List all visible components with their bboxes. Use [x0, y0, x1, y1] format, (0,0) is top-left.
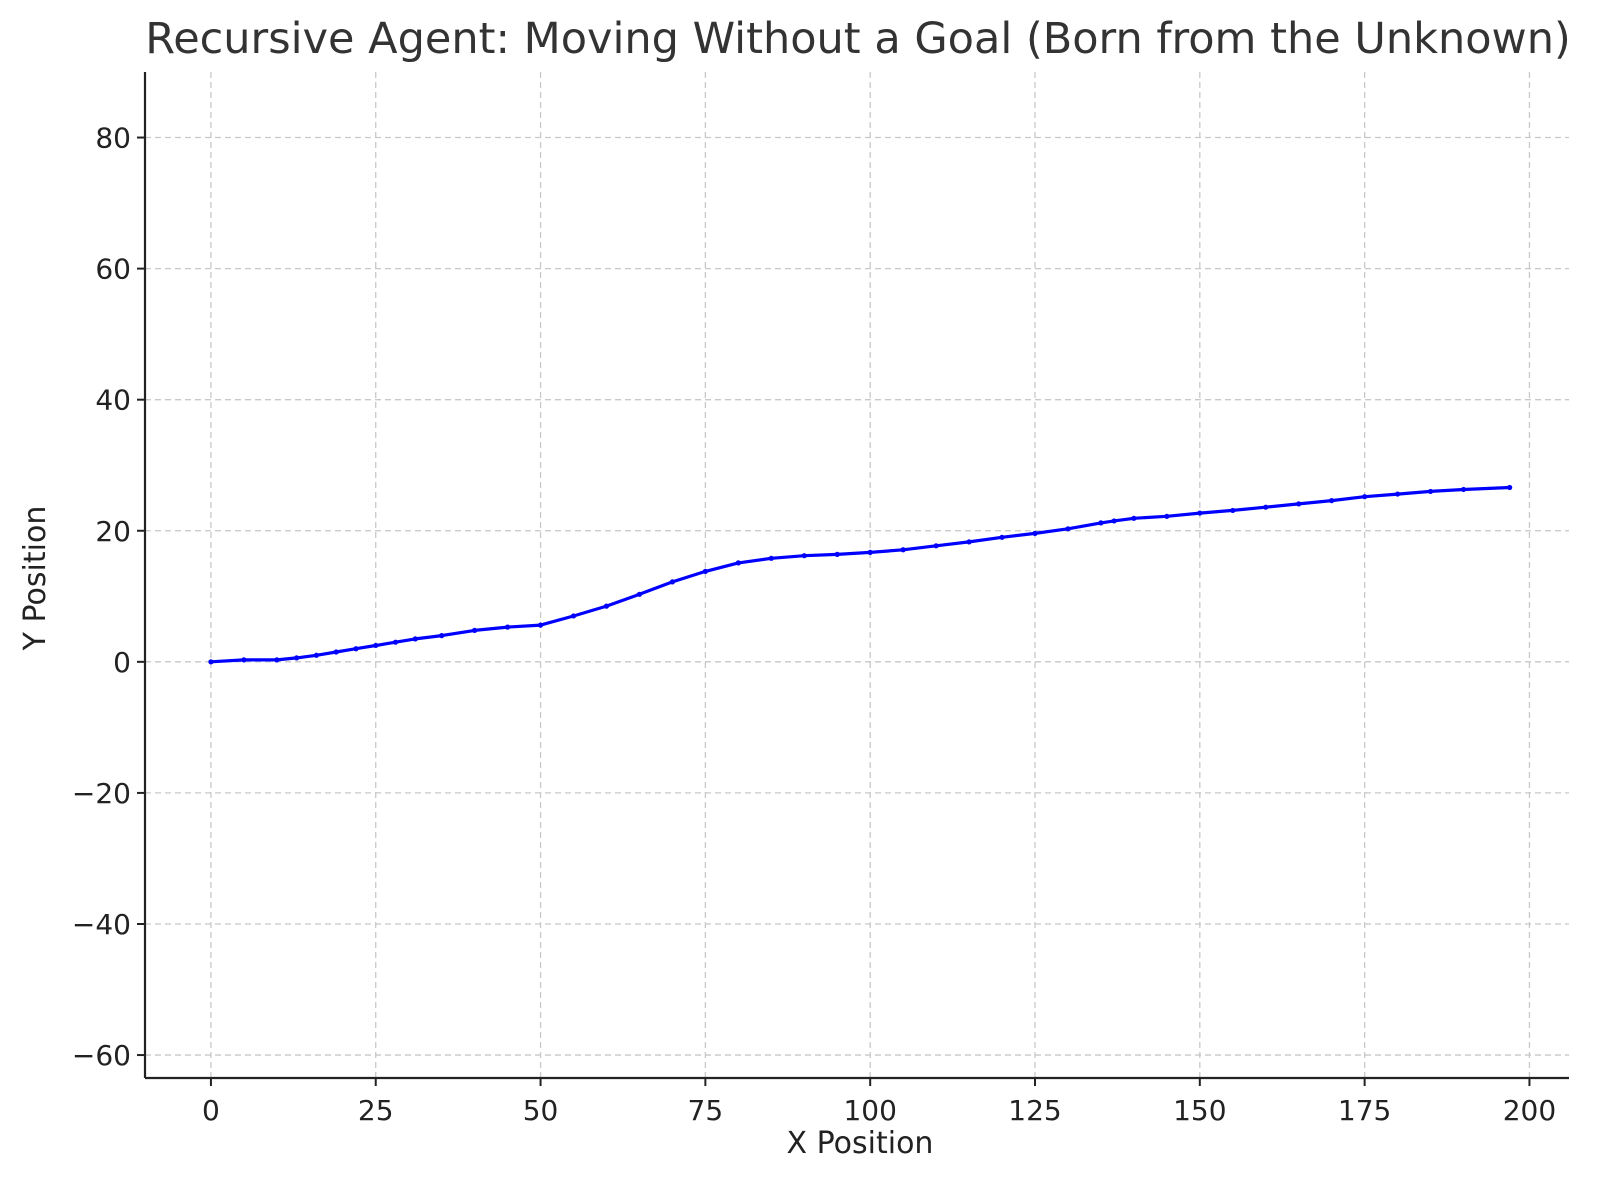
data-point — [274, 657, 280, 663]
data-point — [1230, 507, 1236, 514]
y-tick-label: 80 — [95, 122, 131, 155]
data-point — [603, 603, 610, 609]
data-point — [1427, 488, 1434, 495]
data-point — [1164, 513, 1170, 519]
y-tick-label: 20 — [95, 515, 131, 548]
data-point — [1111, 518, 1117, 524]
data-point — [966, 539, 972, 545]
data-point — [834, 551, 840, 557]
x-tick-label: 0 — [202, 1094, 220, 1127]
x-tick-label: 150 — [1173, 1094, 1226, 1127]
data-point — [1032, 530, 1038, 536]
data-point — [1065, 526, 1071, 532]
data-point — [636, 591, 643, 597]
data-point — [1460, 486, 1467, 493]
data-point — [333, 649, 339, 655]
data-point — [900, 547, 906, 553]
data-point — [1098, 520, 1104, 526]
y-axis-label: Y Position — [18, 506, 53, 652]
y-tick-label: 40 — [95, 384, 131, 417]
ticks-layer: 0 25 50 75 100 125 150 175 200 −60 −40 −20 0 20 40 60 80 — [72, 122, 1556, 1127]
data-point — [373, 642, 379, 649]
data-point — [294, 655, 300, 661]
y-tick-label: −60 — [72, 1039, 131, 1072]
axes-layer — [143, 72, 1569, 1080]
data-point — [1131, 515, 1137, 521]
x-tick-label: 125 — [1008, 1094, 1061, 1127]
data-point — [241, 657, 247, 663]
x-tick-label: 175 — [1338, 1094, 1391, 1127]
data-point — [735, 560, 741, 566]
data-point — [801, 553, 807, 559]
grid-layer — [145, 72, 1569, 1078]
data-point — [1296, 501, 1302, 507]
data-point — [768, 555, 774, 561]
y-tick-label: −40 — [72, 908, 131, 941]
data-layer — [208, 484, 1513, 665]
data-point — [702, 568, 708, 574]
y-tick-label: 60 — [95, 253, 131, 286]
data-point — [472, 627, 478, 633]
chart-title: Recursive Agent: Moving Without a Goal (… — [145, 14, 1570, 64]
data-point — [999, 534, 1005, 540]
data-point — [439, 633, 445, 639]
series-line — [209, 485, 1512, 664]
data-point — [1362, 494, 1368, 500]
x-tick-label: 200 — [1503, 1094, 1556, 1127]
y-tick-label: 0 — [113, 646, 131, 679]
data-point — [208, 659, 214, 665]
x-tick-label: 75 — [688, 1094, 724, 1127]
data-point — [867, 549, 873, 555]
data-point — [412, 636, 418, 642]
data-point — [537, 622, 544, 628]
data-point — [1329, 498, 1335, 504]
data-point — [313, 652, 320, 658]
x-axis-label: X Position — [787, 1126, 934, 1161]
data-point — [1394, 491, 1401, 497]
data-point — [504, 624, 511, 630]
data-point — [392, 639, 399, 645]
x-tick-label: 100 — [843, 1094, 896, 1127]
data-point — [570, 613, 577, 619]
data-point — [1263, 504, 1269, 510]
x-tick-label: 50 — [523, 1094, 559, 1127]
data-point — [933, 543, 939, 549]
data-point — [1507, 484, 1513, 491]
data-point — [353, 646, 359, 652]
x-tick-label: 25 — [358, 1094, 394, 1127]
y-tick-label: −20 — [72, 777, 131, 810]
data-point — [669, 579, 676, 585]
data-point — [1197, 510, 1203, 516]
